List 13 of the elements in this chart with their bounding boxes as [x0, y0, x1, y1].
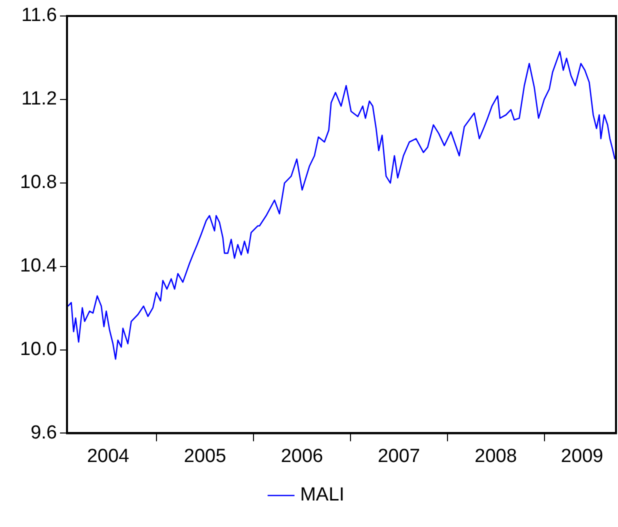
y-tick-label: 10.0 [20, 338, 57, 360]
x-tick-label: 2005 [184, 446, 226, 467]
x-tick-label: 2004 [86, 446, 130, 467]
y-tick-label: 11.2 [21, 88, 57, 110]
legend-label: MALI [300, 484, 344, 506]
y-tick-label: 11.6 [21, 5, 57, 26]
x-tick-label: 2007 [378, 446, 420, 467]
y-tick-label: 9.6 [30, 422, 57, 444]
y-tick-label: 10.4 [20, 256, 58, 277]
x-tick-label: 2006 [280, 446, 324, 467]
x-tick-label: 2008 [474, 446, 517, 467]
y-tick-label: 10.8 [20, 172, 57, 194]
x-tick-label: 2009 [560, 446, 604, 467]
